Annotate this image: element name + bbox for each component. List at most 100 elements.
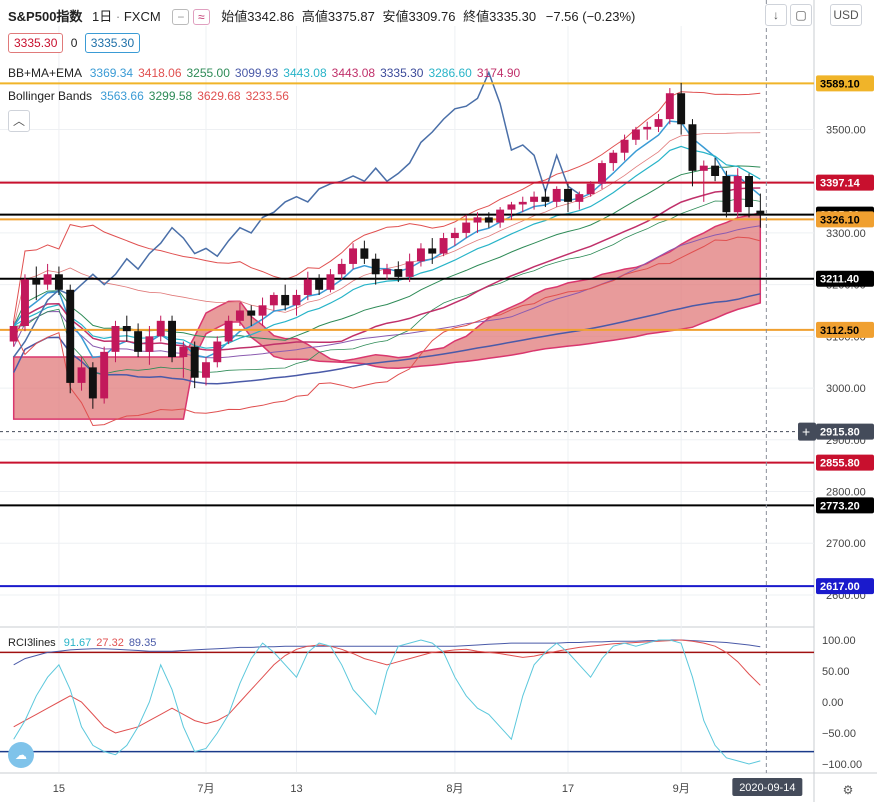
candle-body	[530, 196, 539, 202]
level-price-label: 2617.00	[820, 581, 860, 593]
level-price-label: 2773.20	[820, 500, 860, 512]
level-price-badge	[816, 454, 874, 471]
candle-body	[620, 139, 629, 153]
bbma-value: 3335.30	[380, 66, 424, 80]
candle-body	[428, 248, 437, 254]
rci-value: 27.32	[96, 637, 124, 649]
open-value: 3342.86	[247, 9, 295, 24]
candle-body	[484, 217, 493, 223]
candle-body	[677, 93, 686, 125]
legend-bbma-name: BB+MA+EMA	[8, 66, 82, 80]
candle-body	[21, 279, 29, 326]
level-price-badge	[816, 423, 874, 440]
candle-body	[643, 126, 652, 130]
legend-bollinger-name: Bollinger Bands	[8, 89, 93, 103]
candle-body	[597, 163, 606, 184]
sell-price[interactable]: 3335.30	[8, 33, 64, 53]
time-tick-label: 17	[562, 783, 574, 795]
buy-price[interactable]: 3335.30	[84, 33, 141, 53]
collapse-legend-button[interactable]: ︿	[8, 110, 30, 132]
candle-body	[349, 248, 358, 264]
candle-body	[541, 196, 550, 202]
bollinger-value: 3233.56	[245, 89, 289, 103]
time-tick-label: 9月	[673, 783, 690, 795]
bbma-value: 3255.00	[186, 66, 230, 80]
rci-tick-label: −100.00	[822, 759, 862, 771]
bollinger-value: 3629.68	[197, 89, 241, 103]
time-tick-label: 8月	[446, 783, 463, 795]
level-price-label: 3397.14	[820, 178, 861, 190]
bollinger-value: 3299.58	[148, 89, 193, 103]
legend-bbma[interactable]: BB+MA+EMA 3369.34 3418.06 3255.00 3099.93 34…	[8, 66, 520, 80]
candle-body	[439, 238, 448, 254]
level-price-label: 3589.10	[820, 78, 860, 90]
level-price-badge	[816, 497, 874, 514]
rci-mid-line	[13, 639, 761, 734]
price-tick-label: 3000.00	[826, 383, 866, 395]
timeframe[interactable]: 1日	[92, 9, 113, 24]
time-tick-label: 15	[53, 783, 65, 795]
candle-body	[394, 269, 403, 277]
tradingview-logo-icon[interactable]: ☁	[8, 742, 34, 768]
download-icon[interactable]: ↓	[765, 4, 787, 26]
candle-body	[213, 341, 222, 363]
candle-body	[235, 310, 244, 321]
price-tick-label: 2700.00	[826, 538, 866, 550]
candle-body	[77, 367, 86, 383]
level-price-label: 2855.80	[820, 458, 860, 470]
visibility-toggle[interactable]: −	[172, 9, 190, 25]
candle-body	[258, 305, 267, 316]
candle-body	[269, 294, 278, 306]
level-price-label: 3211.40	[820, 274, 859, 286]
symbol-name[interactable]: S&P500指数	[8, 9, 83, 24]
candle-body	[564, 188, 572, 202]
candle-body	[654, 119, 663, 127]
cursor-date-badge	[732, 778, 803, 796]
candle-body	[337, 263, 346, 275]
candle-body	[699, 165, 708, 171]
currency-label[interactable]: USD	[830, 4, 862, 26]
candle-body	[631, 129, 640, 140]
rci-slow-line	[13, 639, 761, 666]
settings-gear-icon[interactable]: ⚙	[838, 780, 858, 800]
legend-rci[interactable]: RCI3lines 91.67 27.32 89.35	[8, 637, 156, 649]
candle-body	[609, 152, 618, 164]
candle-body	[202, 362, 210, 378]
bollinger-value: 3563.66	[100, 89, 144, 103]
fullscreen-icon[interactable]: ▢	[790, 4, 812, 26]
candle-body	[405, 261, 414, 277]
level-price-badge	[816, 174, 874, 191]
bollinger-lower-1	[13, 198, 761, 375]
change-value: −7.56 (−0.23%)	[545, 9, 636, 24]
level-price-label: 3326.10	[820, 214, 860, 226]
candle-body	[733, 176, 742, 213]
candle-body	[303, 279, 312, 295]
bbma-value: 3418.06	[138, 66, 182, 80]
candle-body	[688, 124, 697, 171]
candle-body	[156, 320, 165, 337]
candle-body	[383, 269, 391, 275]
candle-body	[507, 204, 516, 210]
bid-ask-row: 3335.30 0 3335.30	[8, 33, 141, 53]
symbol-header: S&P500指数 1日 · FXCM − ≈ 始値3342.86 高値3375.…	[8, 9, 636, 25]
candle-body	[66, 289, 75, 383]
ohlc-readout: 始値3342.86 高値3375.87 安値3309.76 終値3335.30 …	[221, 9, 636, 24]
candle-body	[179, 346, 188, 358]
price-tick-label: 2800.00	[826, 487, 866, 499]
candle-body	[88, 367, 97, 399]
legend-bollinger[interactable]: Bollinger Bands 3563.66 3299.58 3629.68 323…	[8, 89, 289, 103]
level-price-badge	[816, 270, 874, 287]
spread: 0	[70, 36, 78, 50]
candle-body	[224, 320, 233, 342]
candle-body	[575, 194, 584, 202]
candle-body	[9, 326, 18, 342]
collapse-icon[interactable]: ≈	[192, 9, 210, 25]
candle-body	[360, 248, 369, 259]
candle-body	[711, 165, 720, 176]
rci-tick-label: 0.00	[822, 697, 843, 709]
close-value: 3335.30	[489, 9, 537, 24]
level-price-badge	[816, 578, 874, 595]
rci-value: 89.35	[128, 637, 157, 649]
candle-body	[462, 222, 471, 233]
